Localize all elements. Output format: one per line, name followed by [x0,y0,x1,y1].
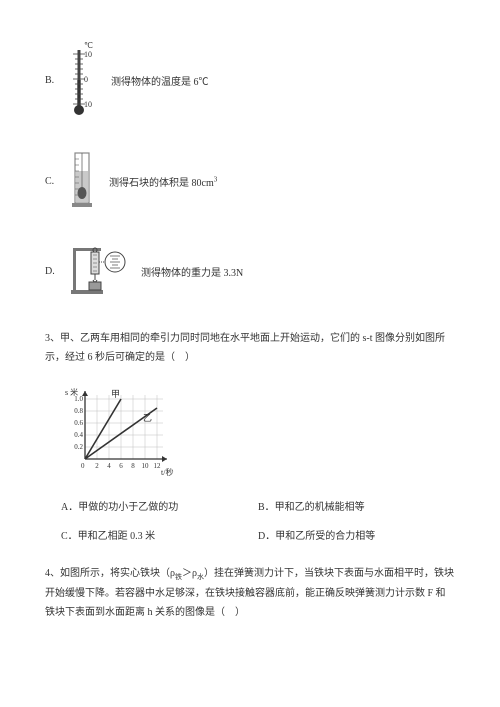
option-c-text-main: 测得石块的体积是 80cm [109,178,214,189]
chart-grid [85,395,163,459]
option-b-row: B. ℃ 10 0 10 测得物体的温度是 6℃ [45,40,455,121]
thermo-mid-mark: 0 [84,75,88,84]
thermo-unit: ℃ [84,41,93,50]
svg-text:12: 12 [154,462,162,470]
svg-text:0.6: 0.6 [74,419,83,427]
option-b-label: B. [45,75,69,86]
q3-answer-c: C．甲和乙相距 0.3 米 [61,527,258,542]
thermometer-diagram: ℃ 10 0 10 [69,40,97,121]
svg-text:4: 4 [107,462,111,470]
scale-weight [89,282,101,290]
series-jia-label: 甲 [111,389,120,399]
svg-text:8: 8 [131,462,135,470]
option-c-row: C. 测得石块的体积是 80cm3 [45,149,455,214]
graduated-cylinder-icon [69,149,95,211]
svg-text:2: 2 [95,462,99,470]
y-tick-labels: 0.2 0.4 0.6 0.8 1.0 [74,395,83,451]
x-tick-labels: 2 4 6 8 10 12 [95,462,161,470]
option-c-text: 测得石块的体积是 80cm3 [109,174,217,189]
y-axis-label: s 米 [65,387,78,397]
q3-chart: 甲 乙 0.2 0.4 0.6 0.8 1.0 s 米 2 4 6 8 10 1… [63,385,455,480]
series-jia [85,399,121,459]
svg-text:0.8: 0.8 [74,407,83,415]
svg-text:6: 6 [119,462,123,470]
q3-text: 3、甲、乙两车用相同的牵引力同时同地在水平地面上开始运动，它们的 s-t 图像分… [45,329,455,367]
option-b-text: 测得物体的温度是 6℃ [111,73,209,88]
x-arrow [162,456,167,462]
q3-answer-a: A．甲做的功小于乙做的功 [61,498,258,513]
cylinder-base [72,203,92,207]
thermo-bot-mark: 10 [84,100,92,109]
thermometer-icon: ℃ 10 0 10 [69,40,97,118]
q3-answer-b: B．甲和乙的机械能相等 [258,498,455,513]
q4-mid: ＞ρ [182,568,197,579]
svg-text:0.2: 0.2 [74,443,83,451]
q3-answers: A．甲做的功小于乙做的功 B．甲和乙的机械能相等 C．甲和乙相距 0.3 米 D… [61,498,455,542]
q3-answer-d: D．甲和乙所受的合力相等 [258,527,455,542]
option-c-label: C. [45,176,69,187]
option-c-sup: 3 [214,176,218,184]
option-d-label: D. [45,266,69,277]
st-graph-icon: 甲 乙 0.2 0.4 0.6 0.8 1.0 s 米 2 4 6 8 10 1… [63,385,175,477]
svg-text:0.4: 0.4 [74,431,83,439]
origin-label: 0 [81,462,85,470]
x-axis-label: t/秒 [161,467,173,477]
option-d-row: D. 测得物体的重 [45,242,455,301]
option-d-text: 测得物体的重力是 3.3N [141,264,243,279]
q4-sub1: 铁 [175,573,182,581]
thermo-bulb [74,105,84,115]
q4-sub2: 水 [197,573,204,581]
spring-scale-icon [69,242,127,298]
stand-pole [73,248,76,292]
series-yi-label: 乙 [143,413,152,423]
svg-text:10: 10 [142,462,150,470]
spring-scale-diagram [69,242,127,301]
q4-seg1: 4、如图所示，将实心铁块（ρ [45,568,175,579]
cylinder-diagram [69,149,95,214]
q4-text: 4、如图所示，将实心铁块（ρ铁＞ρ水）挂在弹簧测力计下，当铁块下表面与水面相平时… [45,564,455,622]
thermo-top-mark: 10 [84,50,92,59]
